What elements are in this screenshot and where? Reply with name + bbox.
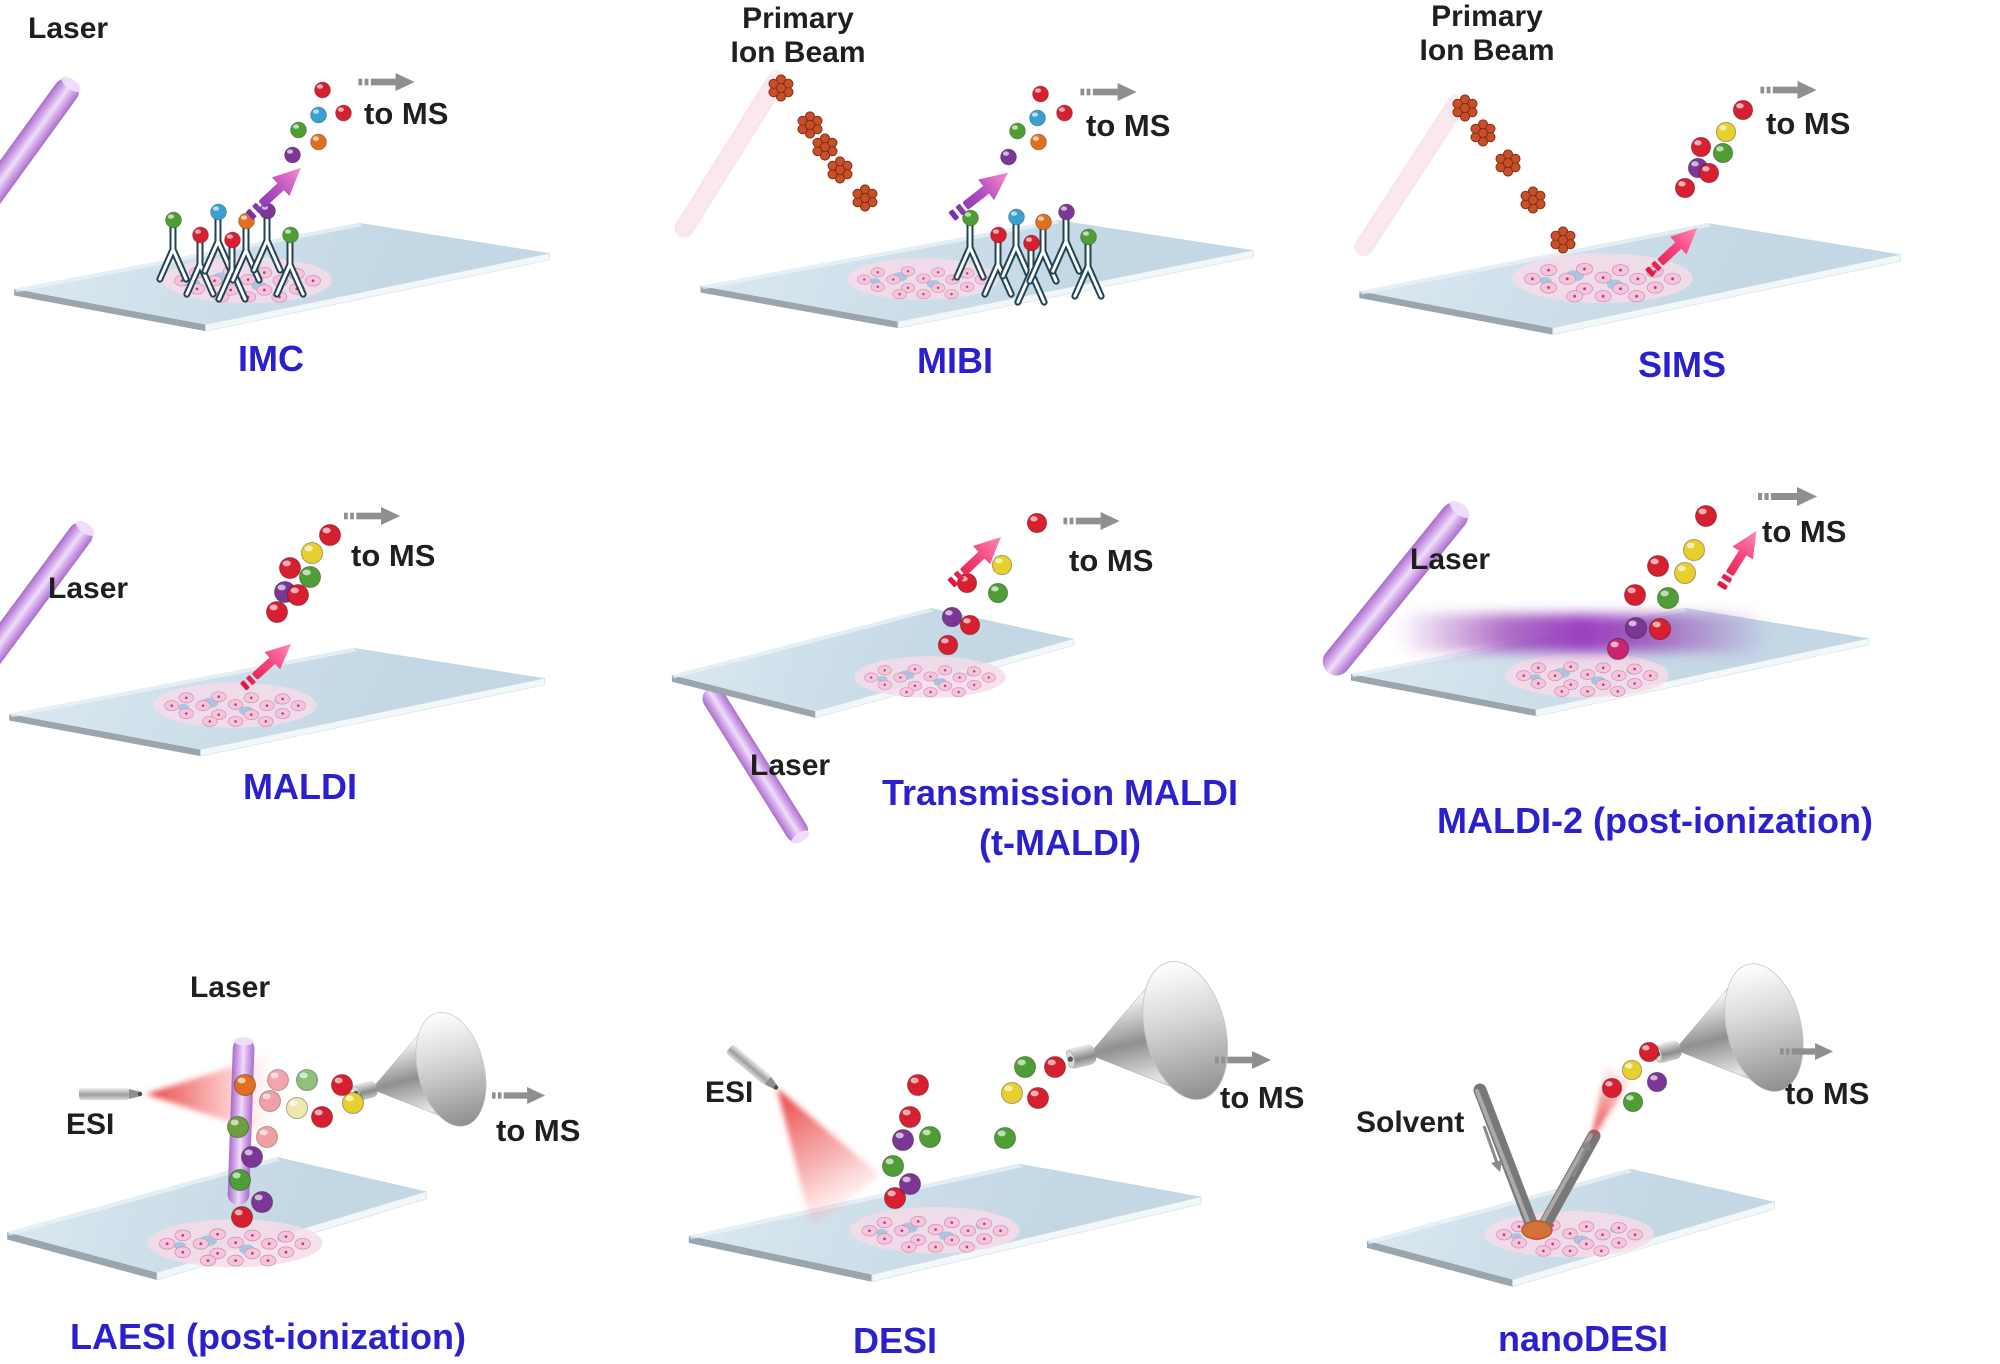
antibody-tag (223, 231, 242, 249)
to-ms-label: to MS (1785, 1076, 1870, 1111)
tissue-section (854, 656, 1006, 698)
laser-label: Laser (189, 971, 271, 1004)
to-ms-arrow-icon (1063, 511, 1120, 531)
to-ms-arrow-icon (1760, 80, 1817, 100)
antibody-tag (281, 226, 300, 244)
ejected-ions (1674, 99, 1754, 199)
panel-maldi-graphic (0, 506, 546, 757)
caption-maldi: MALDI (243, 766, 357, 807)
laser-label: Laser (48, 572, 129, 605)
to-ms-label: to MS (364, 96, 449, 131)
esi-label: ESI (705, 1076, 754, 1109)
panel-desi-graphic (688, 952, 1272, 1283)
caption-desi: DESI (852, 1320, 938, 1361)
laser-beam (0, 72, 85, 249)
to-ms-label: to MS (1220, 1080, 1305, 1115)
slide (671, 607, 1074, 719)
esi-sprayer (79, 1088, 143, 1100)
to-ms-arrow-icon (1758, 487, 1817, 506)
antibody-tag (1057, 203, 1076, 221)
esi-label: ESI (66, 1108, 115, 1141)
caption-laesi: LAESI (post-ionization) (70, 1316, 466, 1357)
laser-beam (1317, 496, 1475, 682)
to-ms-arrow-icon (358, 72, 415, 92)
ms-inlet-cone (338, 1004, 498, 1151)
label-line: Ion Beam (730, 36, 866, 69)
ion-beam-clusters (768, 74, 878, 212)
to-ms-label: to MS (496, 1113, 581, 1148)
ion-beam-clusters (1452, 94, 1576, 254)
antibody-tag (1079, 228, 1098, 246)
caption-imc: IMC (238, 338, 304, 379)
to-ms-label: to MS (1766, 106, 1851, 141)
tissue-section (1505, 653, 1669, 698)
panel-imc-graphic (0, 72, 551, 332)
ejected-ions (283, 81, 353, 164)
primary-ion-beam-label: Primary Ion Beam (698, 2, 898, 70)
antibody-tag (1022, 234, 1041, 252)
caption-nanodesi: nanoDESI (1497, 1318, 1668, 1359)
ejected-ions (265, 523, 342, 624)
to-ms-label: to MS (1762, 514, 1847, 549)
caption-maldi2: MALDI-2 (post-ionization) (1437, 800, 1873, 841)
caption-line: Transmission MALDI (881, 772, 1239, 813)
ms-inlet-cone (1049, 952, 1242, 1129)
primary-ion-beam (1350, 91, 1470, 260)
antibody-tag (191, 226, 210, 244)
to-ms-arrow-icon (344, 506, 401, 526)
antibody-tag (164, 211, 183, 229)
panel-laesi-graphic (6, 1004, 546, 1281)
ejection-arrow (1710, 524, 1767, 594)
label-line: Ion Beam (1419, 34, 1555, 67)
ejection-arrow (943, 162, 1017, 227)
antibody-tag (209, 203, 228, 221)
to-ms-arrow-icon (492, 1086, 546, 1105)
solvent-capillaries (1473, 1083, 1601, 1240)
laser-label: Laser (750, 749, 831, 782)
laser-label: Laser (1410, 543, 1491, 576)
ejected-ions (999, 85, 1074, 166)
flow-arrow-up (1571, 1147, 1588, 1178)
panel-mibi-graphic (670, 67, 1254, 329)
to-ms-arrow-icon (1080, 82, 1137, 102)
solvent-droplet (1521, 1220, 1553, 1240)
solvent-label: Solvent (1356, 1106, 1465, 1139)
antibody-tag (1007, 208, 1026, 226)
tissue-section (850, 1207, 1019, 1253)
tissue-section (153, 683, 317, 728)
antibody-tag (1034, 213, 1053, 231)
laser-label: Laser (28, 12, 109, 45)
caption-sims: SIMS (1637, 344, 1726, 385)
to-ms-label: to MS (351, 538, 436, 573)
flow-arrow-down (1482, 1125, 1499, 1164)
tissue-section (147, 1219, 322, 1267)
label-line: Primary (742, 2, 854, 35)
caption-line: (t-MALDI) (979, 822, 1141, 863)
panel-maldi2-graphic (1317, 487, 1870, 717)
panel-nanodesi-graphic (1366, 955, 1834, 1288)
primary-ion-beam-label: Primary Ion Beam (1387, 0, 1587, 68)
label-line: Primary (1431, 0, 1543, 33)
ejection-arrow (240, 158, 310, 226)
esi-spray-plume (777, 1088, 880, 1230)
antibody-tag (989, 226, 1008, 244)
to-ms-label: to MS (1069, 543, 1154, 578)
tissue-section (1485, 1211, 1654, 1257)
caption-tmaldi: Transmission MALDI (t-MALDI) (860, 768, 1260, 868)
caption-mibi: MIBI (917, 340, 993, 381)
post-ionization-laser-sheet (1398, 614, 1766, 652)
to-ms-label: to MS (1086, 108, 1171, 143)
